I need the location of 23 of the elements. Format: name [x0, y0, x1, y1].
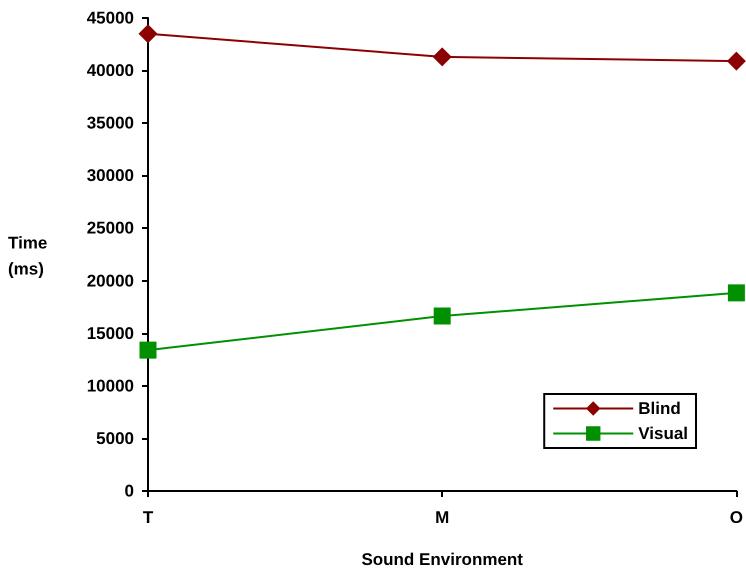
y-tick-label: 10000	[86, 376, 134, 396]
point	[726, 52, 746, 71]
y-tick-label: 20000	[86, 271, 134, 290]
point	[434, 307, 451, 324]
point	[140, 342, 156, 359]
y-tick-label: 5000	[96, 428, 134, 448]
y-tick-label: 40000	[86, 61, 134, 80]
y-tick-label: 30000	[86, 166, 134, 186]
x-tick-label: O	[730, 508, 744, 527]
y-tick-label: 35000	[86, 114, 134, 133]
y-axis-title: Time (ms)	[8, 234, 52, 278]
y-tick-label: 45000	[86, 8, 134, 28]
y-tick-label: 15000	[86, 324, 134, 343]
x-tick-label: T	[142, 508, 154, 527]
legend-label: Blind	[638, 399, 681, 418]
x-axis-title: Sound Environment	[361, 550, 524, 569]
x-tick-label: M	[435, 508, 450, 527]
legend-label: Visual	[638, 424, 688, 443]
point	[728, 284, 745, 302]
point	[432, 47, 452, 66]
point	[138, 24, 158, 44]
y-tick-label: 0	[124, 482, 134, 500]
y-tick-label: 25000	[86, 218, 134, 238]
